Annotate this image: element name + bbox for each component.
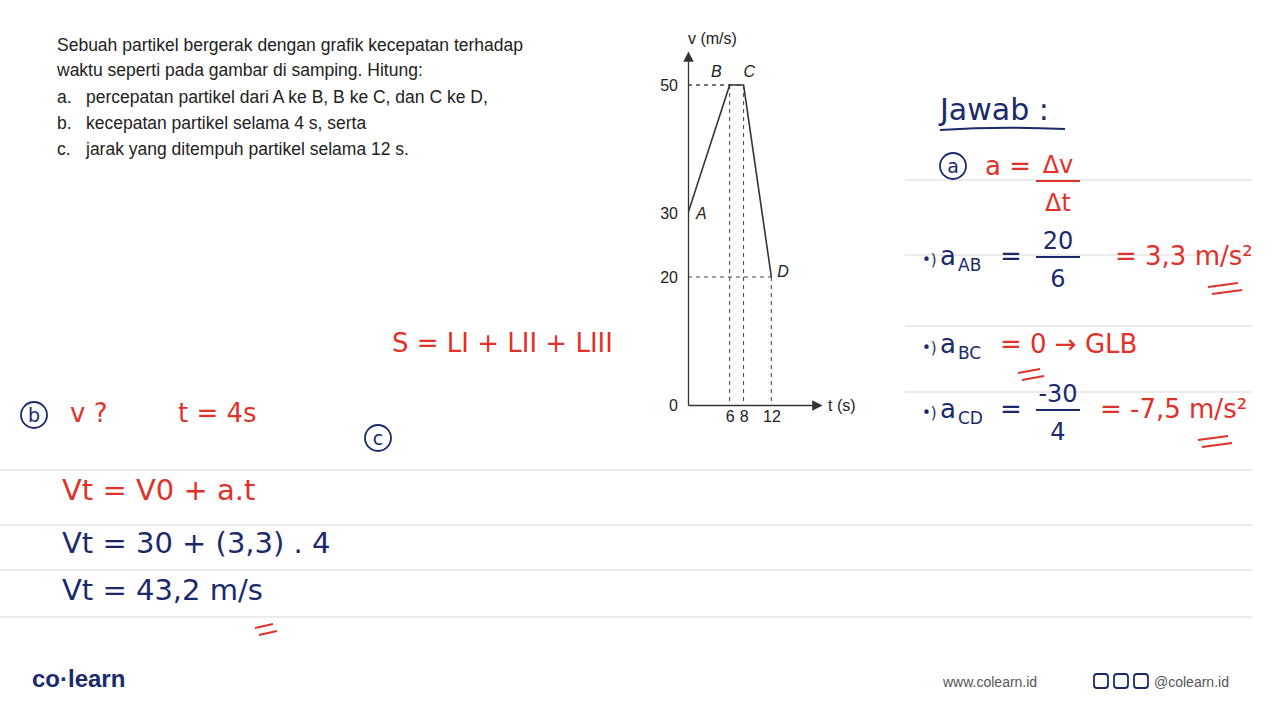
- part-label: a: [947, 155, 959, 177]
- y-axis-title: v (m/s): [688, 30, 737, 47]
- part-label: b: [28, 404, 40, 426]
- x-tick-label: 12: [763, 408, 781, 425]
- double-underline: [1198, 436, 1232, 447]
- item-text: jarak yang ditempuh partikel selama 12 s…: [85, 139, 409, 159]
- result: = 0 → GLB: [1000, 329, 1137, 359]
- label-circle: [21, 402, 47, 428]
- numerator: Δv: [1043, 151, 1074, 179]
- label-circle: [940, 153, 966, 179]
- rule-line: [0, 470, 1252, 471]
- heading-underline: [940, 128, 1065, 130]
- subscript: CD: [958, 408, 983, 428]
- equals: =: [1000, 241, 1022, 271]
- y-tick-label: 0: [669, 397, 678, 414]
- point-label: D: [777, 263, 789, 280]
- plot: [688, 85, 771, 277]
- brand: co·learn: [32, 665, 125, 692]
- answer: Jawab :aa =ΔvΔt•)aAB=206= 3,3 m/s²•)aBC=…: [21, 92, 1253, 635]
- item-letter: a.: [57, 87, 72, 107]
- social-icon: [1114, 674, 1128, 688]
- result: = 3,3 m/s²: [1115, 241, 1253, 271]
- point-label: C: [744, 63, 756, 80]
- point-label: A: [695, 205, 707, 222]
- x-tick-label: 8: [740, 408, 749, 425]
- subscript: AB: [958, 255, 981, 275]
- y-tick-label: 20: [660, 269, 678, 286]
- x-tick-label: 6: [726, 408, 735, 425]
- rule-line: [905, 392, 1252, 393]
- velocity-line: [688, 85, 771, 277]
- bullet: •): [922, 251, 937, 269]
- axis-line: [688, 54, 689, 406]
- symbol: a: [940, 329, 956, 359]
- y-tick: 30: [660, 205, 688, 222]
- work-line: Vt = V0 + a.t: [62, 473, 255, 507]
- bullet: •): [922, 404, 937, 422]
- numerator: 20: [1043, 227, 1074, 255]
- fraction-bar: [1036, 256, 1080, 258]
- chart: 0 20 30 50 68 12 v (m/s) t (s) A B C D: [660, 30, 855, 425]
- website: www.colearn.id: [942, 674, 1037, 690]
- rule-line: [0, 570, 1252, 571]
- guide-horizontal: [688, 277, 771, 278]
- work-line: Vt = 30 + (3,3) . 4: [62, 526, 330, 560]
- point-label: B: [711, 63, 722, 80]
- intro-line: waktu seperti pada gambar di samping. Hi…: [56, 60, 423, 80]
- double-underline: [1208, 283, 1242, 294]
- page: Sebuah partikel bergerak dengan grafik k…: [0, 0, 1280, 720]
- subscript: BC: [958, 343, 981, 363]
- numerator: -30: [1038, 380, 1077, 408]
- guide-vertical: [771, 277, 772, 405]
- symbol: a: [940, 241, 956, 271]
- fraction-bar: [1036, 409, 1080, 411]
- y-tick-label: 30: [660, 205, 678, 222]
- y-axis: 0 20 30 50: [660, 54, 688, 414]
- item-text: percepatan partikel dari A ke B, B ke C,…: [86, 87, 488, 107]
- x-tick: 8: [740, 405, 749, 425]
- y-tick: 0: [669, 397, 688, 414]
- double-underline: [255, 624, 277, 635]
- rule-line: [0, 617, 1252, 618]
- item-text: kecepatan partikel selama 4 s, serta: [86, 113, 366, 133]
- axis-line: [689, 405, 821, 406]
- x-tick: 12: [763, 405, 781, 425]
- y-tick: 20: [660, 269, 688, 286]
- y-tick: 50: [660, 77, 688, 94]
- intro-line: Sebuah partikel bergerak dengan grafik k…: [57, 35, 523, 55]
- denominator: Δt: [1045, 189, 1071, 217]
- question: v ?: [70, 398, 107, 428]
- equals: =: [1000, 394, 1022, 424]
- footer: co·learn www.colearn.id @colearn.id: [32, 665, 1229, 692]
- result: = -7,5 m/s²: [1100, 394, 1247, 424]
- given: t = 4s: [178, 398, 257, 428]
- work-line: Vt = 43,2 m/s: [62, 573, 263, 607]
- x-axis: 68 12: [689, 405, 821, 425]
- distance-formula: S = LI + LII + LIII: [392, 328, 613, 358]
- social-icon: [1134, 674, 1148, 688]
- guide-vertical: [743, 85, 744, 405]
- guides: [688, 85, 771, 405]
- denominator: 4: [1050, 418, 1065, 446]
- item-letter: b.: [57, 113, 72, 133]
- item-letter: c.: [57, 139, 71, 159]
- problem: Sebuah partikel bergerak dengan grafik k…: [56, 35, 523, 159]
- y-tick-label: 50: [660, 77, 678, 94]
- symbol: a: [940, 394, 956, 424]
- x-tick: 6: [726, 405, 735, 425]
- social-handle: @colearn.id: [1154, 674, 1229, 690]
- x-axis-title: t (s): [828, 397, 856, 414]
- formula-lhs: a =: [985, 151, 1031, 181]
- rule-line: [905, 180, 1252, 181]
- bullet: •): [922, 339, 937, 357]
- rule-line: [905, 326, 1252, 327]
- part-label: c: [373, 427, 383, 449]
- social-icon: [1094, 674, 1108, 688]
- double-underline: [1018, 369, 1044, 380]
- heading: Jawab :: [938, 92, 1049, 127]
- rules: [0, 180, 1252, 617]
- fraction-bar: [1036, 180, 1080, 182]
- label-circle: [365, 425, 391, 451]
- guide-vertical: [729, 85, 730, 405]
- denominator: 6: [1050, 265, 1065, 293]
